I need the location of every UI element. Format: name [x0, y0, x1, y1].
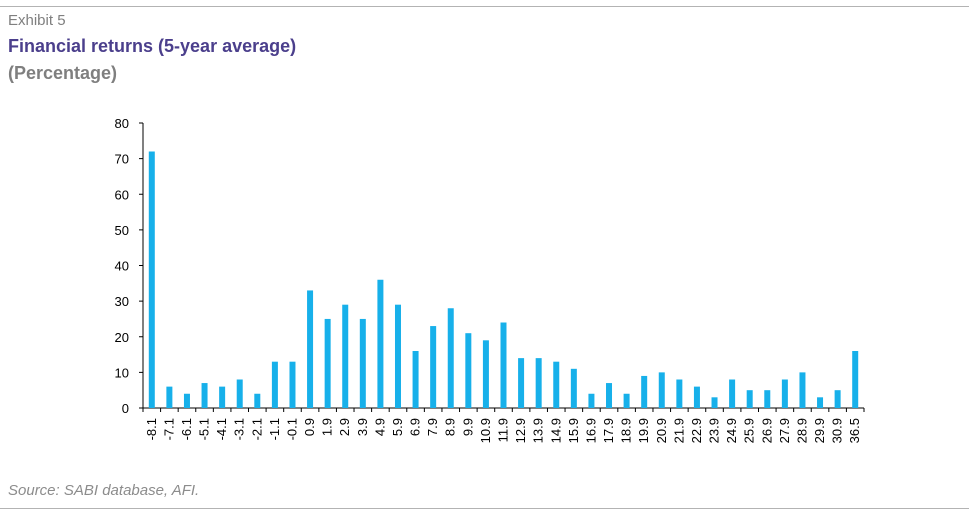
x-tick-label: -4.1	[214, 418, 229, 440]
x-tick-label: 29.9	[812, 418, 827, 443]
bar	[289, 361, 296, 408]
source-note: Source: SABI database, AFI.	[8, 482, 200, 499]
x-tick-label: 4.9	[372, 418, 387, 436]
x-tick-label: 6.9	[408, 418, 423, 436]
bar	[606, 383, 613, 408]
bar	[852, 351, 859, 408]
x-tick-label: 10.9	[478, 418, 493, 443]
y-tick-label: 60	[115, 187, 129, 202]
x-tick-label: 25.9	[742, 418, 757, 443]
x-tick-label: 5.9	[390, 418, 405, 436]
bar	[219, 386, 226, 408]
bar	[834, 390, 841, 408]
x-tick-label: 28.9	[794, 418, 809, 443]
x-tick-label: 23.9	[707, 418, 722, 443]
bar	[324, 318, 331, 408]
bottom-rule	[0, 508, 969, 509]
x-tick-label: -6.1	[179, 418, 194, 440]
bar	[570, 368, 577, 408]
chart-title: Financial returns (5-year average)	[8, 36, 297, 56]
bar-chart: 0 10 20 30 40 50 60 70 80 -8.1 -7.1 -6.1 -5.1 -4.1 -3.…	[115, 116, 865, 443]
x-tick-label: -8.1	[144, 418, 159, 440]
bar	[658, 372, 665, 408]
bar	[764, 390, 771, 408]
x-tick-label: 2.9	[337, 418, 352, 436]
bar	[254, 393, 261, 408]
bar	[236, 379, 243, 408]
x-tick-label: 8.9	[443, 418, 458, 436]
x-tick-label: 12.9	[513, 418, 528, 443]
x-tick-label: -0.1	[284, 418, 299, 440]
bar	[412, 351, 419, 408]
bar	[342, 304, 349, 408]
bar	[729, 379, 736, 408]
x-tick-label: 14.9	[548, 418, 563, 443]
bar	[623, 393, 630, 408]
x-tick-label: 11.9	[496, 418, 511, 442]
bar	[746, 390, 753, 408]
x-tick-label: 20.9	[654, 418, 669, 443]
bar	[148, 151, 155, 408]
x-tick-label: -5.1	[197, 418, 212, 440]
x-tick-label: 16.9	[583, 418, 598, 443]
x-tick-label: -1.1	[267, 418, 282, 440]
bar	[500, 322, 507, 408]
bar	[676, 379, 683, 408]
x-tick-label: 9.9	[460, 418, 475, 436]
bar	[465, 333, 472, 408]
bar	[553, 361, 560, 408]
x-tick-label: 36.5	[847, 418, 862, 443]
x-tick-label: 21.9	[671, 418, 686, 443]
bar	[447, 308, 454, 408]
x-tick-label: -3.1	[232, 418, 247, 440]
y-tick-label: 30	[115, 294, 129, 309]
bar	[430, 326, 437, 408]
y-tick-label: 0	[122, 401, 129, 416]
bar	[781, 379, 788, 408]
y-tick-label: 70	[115, 152, 129, 167]
x-tick-label: 13.9	[531, 418, 546, 443]
exhibit-label: Exhibit 5	[8, 12, 66, 29]
x-tick-label: 30.9	[830, 418, 845, 443]
bar	[711, 397, 718, 408]
x-tick-label: 1.9	[320, 418, 335, 436]
x-tick-label: 26.9	[759, 418, 774, 443]
chart-subtitle: (Percentage)	[8, 63, 118, 83]
bar	[271, 361, 278, 408]
bar	[166, 386, 173, 408]
x-tick-label: -7.1	[161, 418, 176, 440]
bar	[641, 375, 648, 408]
x-tick-label: 7.9	[425, 418, 440, 436]
bar	[588, 393, 595, 408]
bar	[693, 386, 700, 408]
x-tick-label: 17.9	[601, 418, 616, 443]
bar	[377, 279, 384, 408]
y-tick-label: 20	[115, 330, 129, 345]
y-tick-label: 80	[115, 116, 129, 131]
y-tick-label: 10	[115, 365, 129, 380]
x-tick-label: 22.9	[689, 418, 704, 443]
bar	[394, 304, 401, 408]
bar	[482, 340, 489, 408]
bar	[535, 358, 542, 408]
bar	[518, 358, 525, 408]
bar	[307, 290, 314, 408]
x-tick-label: 27.9	[777, 418, 792, 443]
x-tick-label: -2.1	[249, 418, 264, 440]
y-tick-label: 40	[115, 259, 129, 274]
top-rule	[0, 6, 969, 7]
x-tick-label: 19.9	[636, 418, 651, 443]
x-tick-label: 18.9	[619, 418, 634, 443]
bar	[201, 383, 208, 408]
x-tick-label: 15.9	[566, 418, 581, 443]
x-tick-label: 24.9	[724, 418, 739, 443]
bar	[817, 397, 824, 408]
y-tick-label: 50	[115, 223, 129, 238]
bar	[799, 372, 806, 408]
bar	[359, 318, 366, 408]
bar	[183, 393, 190, 408]
x-tick-label: 3.9	[355, 418, 370, 436]
x-tick-label: 0.9	[302, 418, 317, 436]
